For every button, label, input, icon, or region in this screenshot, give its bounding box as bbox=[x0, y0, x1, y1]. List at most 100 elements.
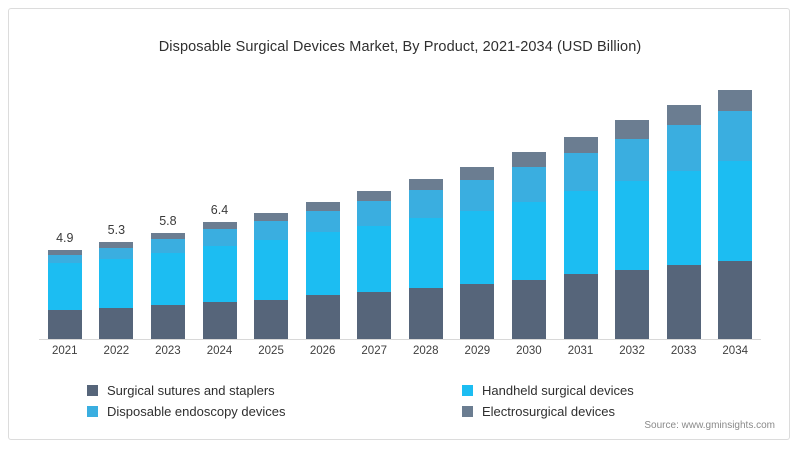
x-axis-tick-label: 2032 bbox=[619, 345, 645, 357]
bar-segment bbox=[511, 201, 546, 280]
bar-segment bbox=[615, 120, 650, 139]
chart-legend: Surgical sutures and staplers Handheld su… bbox=[87, 383, 727, 425]
bar-segment bbox=[305, 294, 340, 339]
bar-column[interactable] bbox=[357, 190, 392, 339]
bar-segment bbox=[254, 240, 289, 300]
bar-segment bbox=[563, 153, 598, 192]
legend-label: Surgical sutures and staplers bbox=[107, 383, 275, 398]
bar-segment bbox=[202, 245, 237, 303]
x-axis-tick-label: 2023 bbox=[155, 345, 181, 357]
plot-area: 4.9 5.3 5.8 6.4 bbox=[39, 84, 761, 339]
bar-segment bbox=[460, 179, 495, 211]
bar-column[interactable]: 6.4 bbox=[202, 203, 237, 339]
legend-label: Disposable endoscopy devices bbox=[107, 404, 286, 419]
bar-segment bbox=[408, 288, 443, 339]
bar-column[interactable]: 5.3 bbox=[99, 223, 134, 339]
bar-column[interactable] bbox=[666, 104, 701, 339]
x-axis-tick-label: 2031 bbox=[567, 345, 594, 357]
chart-card: Disposable Surgical Devices Market, By P… bbox=[8, 8, 790, 440]
x-axis-tick-label: 2029 bbox=[464, 345, 491, 357]
bar-value-label: 4.9 bbox=[56, 230, 74, 245]
bar-column[interactable] bbox=[254, 213, 289, 339]
bar-segment bbox=[202, 222, 237, 230]
bar-segment bbox=[666, 104, 701, 125]
x-axis-tick-label: 2026 bbox=[309, 345, 336, 357]
x-axis-tick-label: 2033 bbox=[670, 345, 697, 357]
bar-segment bbox=[305, 210, 340, 233]
bar-segment bbox=[254, 213, 289, 222]
bar-segment bbox=[460, 284, 495, 339]
bar-column[interactable] bbox=[718, 89, 753, 339]
x-axis-line bbox=[39, 339, 761, 340]
bar-segment bbox=[615, 138, 650, 182]
bar-value-label: 5.3 bbox=[107, 223, 126, 238]
bar-column[interactable] bbox=[408, 178, 443, 339]
legend-item[interactable]: Electrosurgical devices bbox=[462, 404, 615, 419]
bar-segment bbox=[202, 302, 237, 339]
legend-swatch-icon bbox=[87, 385, 98, 396]
bar-column[interactable]: 4.9 bbox=[47, 231, 82, 339]
bar-segment bbox=[254, 299, 289, 339]
x-axis-tick-label: 2028 bbox=[412, 345, 439, 357]
x-axis-tick-label: 2021 bbox=[52, 345, 78, 357]
bar-segment bbox=[666, 265, 701, 339]
x-axis-tick-label: 2027 bbox=[361, 345, 387, 357]
bar-segment bbox=[305, 232, 340, 295]
x-axis-tick-labels: 2021 2022 2023 2024 2025 2026 2027 2028 2029 2030… bbox=[39, 345, 761, 365]
legend-swatch-icon bbox=[462, 406, 473, 417]
legend-item[interactable]: Surgical sutures and staplers bbox=[87, 383, 275, 398]
x-axis-tick-label: 2022 bbox=[103, 345, 130, 357]
bar-value-label: 6.4 bbox=[210, 203, 229, 218]
bar-segment bbox=[357, 190, 392, 201]
bar-segment bbox=[150, 238, 185, 253]
bar-segment bbox=[99, 242, 134, 248]
legend-label: Handheld surgical devices bbox=[482, 383, 634, 398]
bar-segment bbox=[99, 307, 134, 339]
bar-segment bbox=[357, 225, 392, 292]
bar-segment bbox=[563, 274, 598, 339]
bar-segment bbox=[563, 191, 598, 275]
bar-segment bbox=[254, 221, 289, 241]
x-axis-tick-label: 2025 bbox=[258, 345, 284, 357]
bar-column[interactable] bbox=[305, 201, 340, 339]
bar-column[interactable] bbox=[460, 166, 495, 339]
bar-segment bbox=[47, 249, 82, 255]
bar-segment bbox=[718, 111, 753, 162]
legend-swatch-icon bbox=[87, 406, 98, 417]
bar-segment bbox=[511, 279, 546, 339]
bar-segment bbox=[615, 269, 650, 339]
bar-value-label: 5.8 bbox=[159, 214, 177, 229]
bar-segment bbox=[99, 247, 134, 259]
bar-segment bbox=[150, 305, 185, 339]
bar-segment bbox=[357, 291, 392, 339]
bar-column[interactable] bbox=[615, 120, 650, 339]
legend-label: Electrosurgical devices bbox=[482, 404, 615, 419]
bar-segment bbox=[511, 166, 546, 202]
bar-segment bbox=[150, 233, 185, 239]
bar-segment bbox=[47, 309, 82, 339]
bar-segment bbox=[357, 200, 392, 226]
bar-segment bbox=[408, 218, 443, 288]
chart-title: Disposable Surgical Devices Market, By P… bbox=[158, 39, 642, 55]
bar-segment bbox=[202, 229, 237, 246]
bar-segment bbox=[460, 210, 495, 285]
bar-segment bbox=[47, 254, 82, 264]
bar-column[interactable] bbox=[511, 152, 546, 339]
x-axis-tick-label: 2024 bbox=[206, 345, 233, 357]
bar-segment bbox=[460, 166, 495, 180]
x-axis-tick-label: 2034 bbox=[722, 345, 748, 357]
bar-segment bbox=[666, 171, 701, 266]
bar-segment bbox=[305, 201, 340, 211]
source-caption: Source: www.gminsights.com bbox=[644, 420, 775, 431]
bar-column[interactable] bbox=[563, 136, 598, 339]
bar-segment bbox=[47, 263, 82, 310]
bar-segment bbox=[718, 260, 753, 339]
legend-item[interactable]: Handheld surgical devices bbox=[462, 383, 634, 398]
bar-segment bbox=[666, 125, 701, 172]
bar-segment bbox=[408, 178, 443, 191]
bar-column[interactable]: 5.8 bbox=[150, 214, 185, 339]
bar-segment bbox=[99, 258, 134, 308]
bar-segment bbox=[718, 161, 753, 261]
legend-swatch-icon bbox=[462, 385, 473, 396]
legend-item[interactable]: Disposable endoscopy devices bbox=[87, 404, 286, 419]
